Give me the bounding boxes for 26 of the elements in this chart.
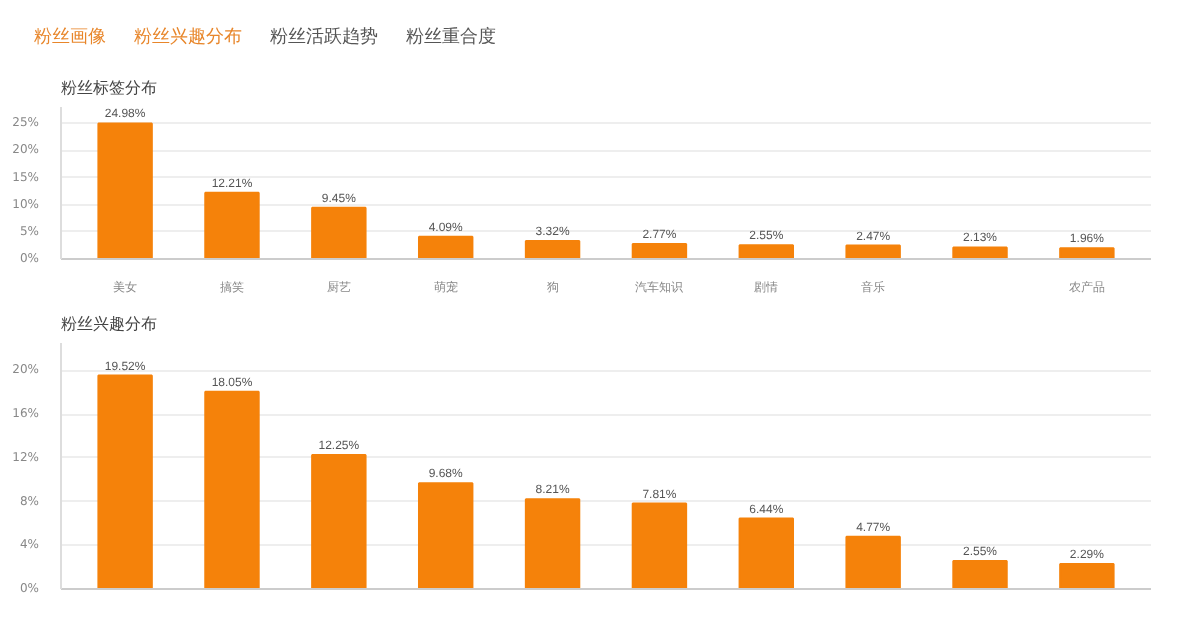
text: 粉丝重合度 [406, 28, 496, 48]
bar [738, 517, 795, 589]
bar [952, 246, 1008, 259]
bar [845, 535, 901, 589]
bar [524, 239, 581, 259]
bar [524, 498, 581, 589]
text: 粉丝画像 [34, 28, 106, 48]
bar [417, 482, 474, 589]
bar [311, 454, 367, 589]
chart-title: 粉丝标签分布 [61, 79, 157, 97]
bar [952, 560, 1008, 589]
bar [631, 242, 688, 259]
text: 粉丝活跃趋势 [270, 28, 378, 48]
text: 粉丝兴趣分布 [134, 28, 242, 48]
bar [1059, 562, 1115, 589]
bar [97, 374, 153, 589]
bar [311, 206, 367, 259]
bar [845, 244, 901, 259]
bar [417, 235, 474, 259]
bar [204, 191, 260, 259]
bar [97, 122, 153, 259]
bar [204, 390, 260, 589]
bar [738, 244, 795, 259]
chart-title: 粉丝兴趣分布 [61, 315, 157, 333]
bar [1059, 247, 1115, 259]
bar [631, 502, 688, 589]
